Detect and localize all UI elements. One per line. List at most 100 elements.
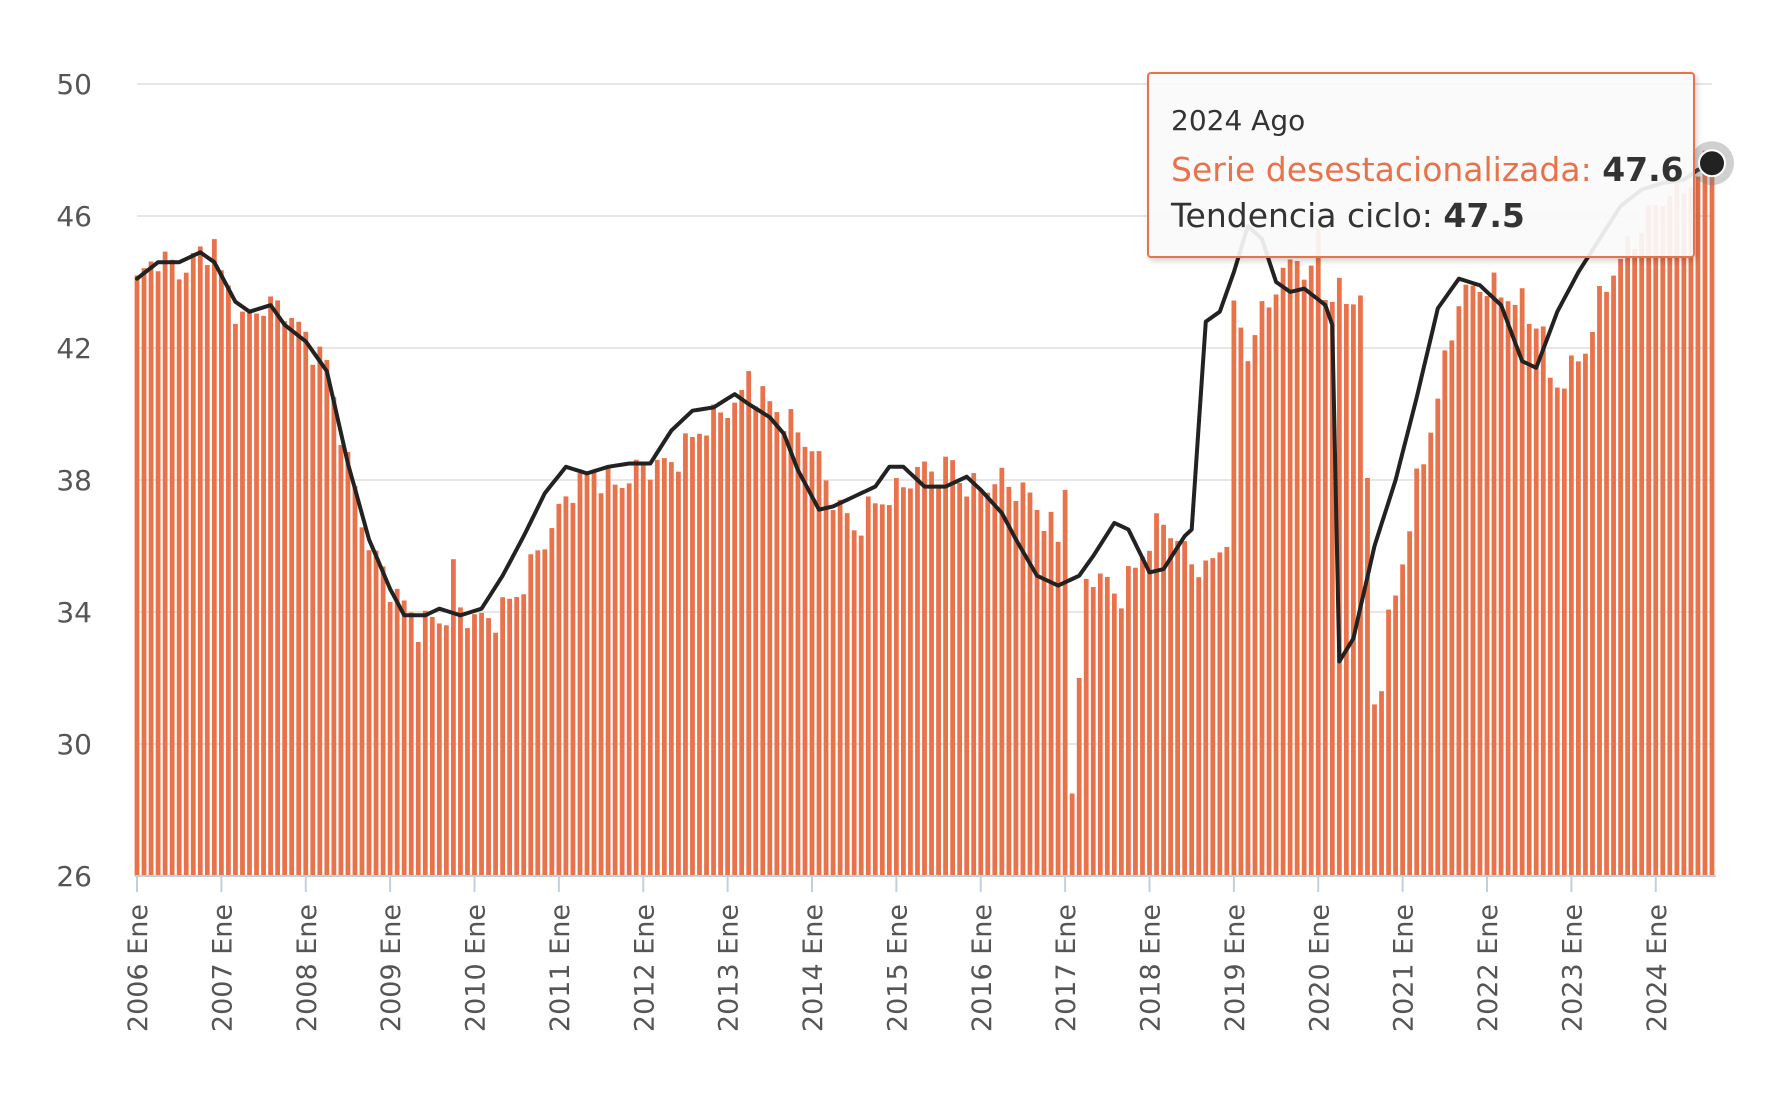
bar	[1358, 295, 1363, 877]
bar	[310, 364, 316, 876]
tooltip-trend-row: Tendencia ciclo: 47.5	[1171, 193, 1671, 239]
tooltip-series-value: 47.6	[1602, 150, 1684, 189]
bar	[324, 360, 330, 876]
bar	[999, 467, 1005, 876]
bar	[169, 259, 175, 876]
bar	[936, 484, 941, 876]
bar	[837, 499, 843, 876]
bar	[1365, 477, 1370, 876]
bar	[774, 412, 780, 876]
bar	[141, 268, 147, 876]
marker-point[interactable]	[1698, 149, 1726, 178]
bar	[1294, 260, 1300, 876]
bar	[1097, 573, 1103, 876]
bar	[1203, 560, 1209, 876]
bar	[619, 487, 625, 876]
bar	[436, 623, 442, 876]
x-tick-label: 2010 Ene	[461, 904, 492, 1032]
tooltip-trend-value: 47.5	[1443, 196, 1525, 235]
bar	[1583, 353, 1588, 877]
x-tick-label: 2020 Ene	[1304, 904, 1335, 1032]
x-axis-ticks: 2006 Ene 2007 Ene 2008 Ene 2009 Ene 2010 Ene…	[123, 876, 1673, 1032]
bar	[753, 406, 759, 876]
bar	[429, 617, 435, 876]
bar	[359, 527, 365, 876]
bar	[844, 513, 850, 876]
bar	[1463, 284, 1469, 876]
bar	[802, 446, 808, 876]
bar	[155, 271, 161, 876]
bar	[1386, 609, 1391, 876]
bar	[317, 346, 323, 876]
bar	[134, 275, 140, 876]
bar-series	[134, 150, 1715, 877]
bar	[338, 444, 344, 876]
bar	[1069, 793, 1075, 876]
bar	[500, 597, 506, 876]
bar	[893, 478, 899, 876]
x-tick-label: 2012 Ene	[629, 904, 660, 1032]
bar	[1414, 468, 1420, 876]
bar	[373, 550, 379, 876]
bar	[1568, 355, 1574, 876]
bar	[521, 594, 527, 876]
bar	[1618, 258, 1623, 877]
bar	[668, 462, 674, 876]
bar	[1695, 176, 1701, 876]
bar	[563, 496, 569, 876]
bar	[647, 479, 653, 876]
bar	[1456, 306, 1462, 876]
bar	[535, 550, 541, 876]
x-tick-label: 2022 Ene	[1473, 904, 1504, 1032]
bar	[1041, 530, 1047, 876]
bar	[1273, 294, 1279, 877]
bar	[387, 602, 393, 876]
bar	[788, 409, 794, 876]
bar	[148, 261, 154, 876]
bar	[711, 404, 716, 876]
bar	[289, 317, 295, 876]
bar	[549, 528, 555, 876]
y-tick-label: 34	[56, 596, 92, 629]
y-tick-label: 50	[56, 68, 92, 101]
bar	[1322, 300, 1328, 876]
bar	[458, 607, 463, 876]
bar	[1393, 595, 1398, 876]
bar	[514, 597, 520, 876]
bar	[1611, 275, 1616, 876]
bar	[1315, 229, 1321, 876]
bar	[366, 550, 372, 876]
bar	[1140, 556, 1145, 876]
bar	[1161, 524, 1166, 876]
bar	[1688, 187, 1694, 877]
bar	[1674, 170, 1680, 876]
bar	[1512, 304, 1518, 877]
bar	[732, 402, 738, 876]
bar	[886, 505, 892, 876]
bar	[1252, 335, 1258, 877]
bar	[247, 310, 252, 876]
x-tick-label: 2016 Ene	[967, 904, 998, 1032]
bar	[1561, 388, 1567, 876]
bar	[725, 417, 731, 876]
bar	[268, 296, 273, 877]
hover-marker	[1690, 141, 1734, 186]
bar	[451, 559, 456, 876]
bar	[254, 313, 259, 876]
bar	[901, 487, 906, 876]
bar	[1301, 279, 1307, 877]
bar	[1597, 286, 1602, 876]
bar	[1709, 163, 1715, 876]
bar	[1625, 236, 1631, 876]
bar	[1076, 678, 1082, 876]
bar	[1590, 331, 1595, 876]
bar	[1196, 577, 1202, 876]
bar	[303, 331, 309, 876]
bar	[1343, 303, 1349, 877]
bar	[1540, 326, 1546, 876]
bar	[760, 386, 766, 876]
bar	[1217, 552, 1223, 876]
bar	[957, 482, 963, 876]
bar	[204, 265, 210, 876]
